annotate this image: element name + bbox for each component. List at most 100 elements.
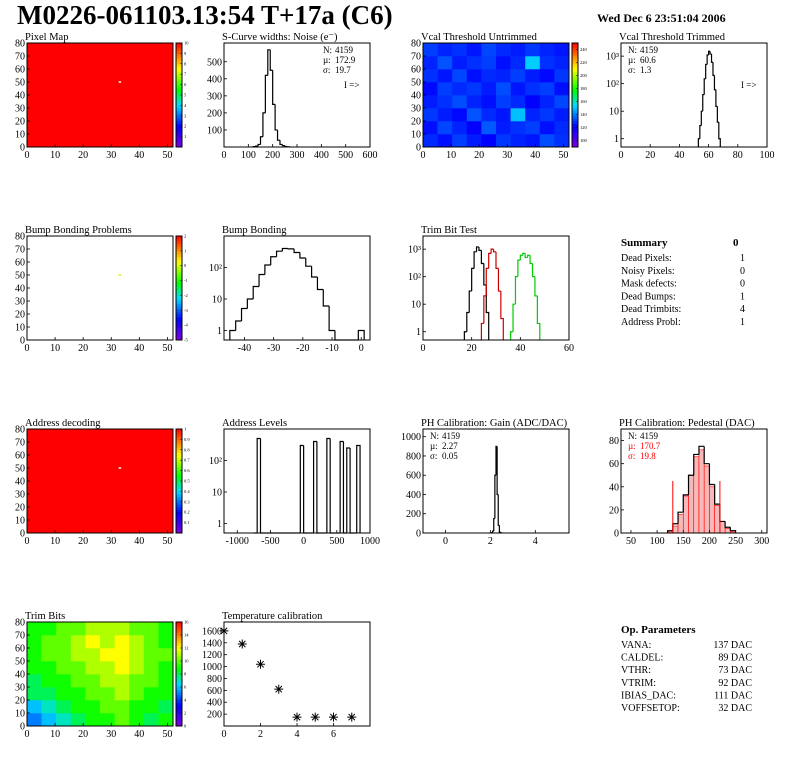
colorbar-label: 160 [580, 99, 588, 104]
y-tick-label: 0 [416, 143, 421, 154]
x-tick-label: 100 [760, 150, 775, 161]
heatmap-cell [466, 82, 482, 96]
hist-step [478, 246, 482, 251]
heatmap-cell [41, 622, 57, 636]
y-tick-label: 60 [609, 459, 619, 470]
colorbar-strip [572, 48, 578, 52]
y-tick-label: 60 [411, 65, 421, 76]
heatmap-cell [70, 713, 86, 727]
hist-step [519, 254, 523, 261]
colorbar-label: 14 [184, 633, 189, 638]
heatmap-cell [554, 56, 570, 70]
y-tick-label: 10 [212, 295, 222, 306]
heatmap-cell [496, 43, 511, 57]
hist-fill [703, 465, 710, 534]
colorbar-strip [572, 56, 578, 59]
x-tick-label: 20 [78, 150, 88, 161]
colorbar-strip [176, 491, 182, 495]
y-tick-label: 1200 [202, 650, 222, 661]
x-tick-label: 0 [301, 536, 306, 547]
hist-fill [688, 474, 695, 534]
heatmap-cell [466, 43, 482, 57]
colorbar-strip [572, 110, 578, 114]
hist-step [259, 136, 263, 145]
heatmap-cell [85, 661, 101, 675]
summary-label: Dead Bumps: [621, 291, 676, 302]
colorbar-strip [572, 89, 578, 93]
heatmap-cell [129, 648, 145, 662]
colorbar-label: 0.5 [184, 479, 190, 484]
x-tick-label: 60 [564, 343, 574, 354]
colorbar-label: 0.3 [184, 499, 190, 504]
summary-label: Noisy Pixels: [621, 266, 675, 277]
hist-step [466, 311, 470, 332]
y-tick-label: 300 [207, 91, 222, 102]
colorbar-label: 9 [184, 51, 187, 56]
colorbar-strip [176, 687, 182, 690]
colorbar-strip [176, 79, 182, 83]
heatmap-cell [437, 95, 453, 109]
x-tick-label: 0 [25, 536, 30, 547]
colorbar-strip [176, 684, 182, 688]
param-label: CALDEL: [621, 653, 663, 664]
colorbar-strip [572, 82, 578, 85]
hist-fill [709, 486, 715, 534]
stats-box [427, 430, 473, 463]
hist-step [495, 251, 499, 269]
y-tick-label: 1400 [202, 638, 222, 649]
colorbar-strip [572, 134, 578, 137]
colorbar-strip [572, 45, 578, 49]
stats-label: µ: [430, 441, 438, 451]
heatmap-cell [129, 700, 145, 714]
hist-step [463, 331, 467, 340]
y-tick-label: 50 [15, 464, 25, 475]
heatmap-cell [510, 121, 526, 135]
colorbar-strip [176, 251, 182, 255]
colorbar-strip [176, 334, 182, 338]
stats-value: 19.8 [640, 451, 656, 461]
colorbar-strip [176, 58, 182, 62]
heatmap-cell [452, 108, 468, 122]
y-tick-label: 1000 [202, 662, 222, 673]
heatmap-cell [143, 700, 159, 714]
colorbar-label: 10 [184, 41, 189, 46]
x-tick-label: 20 [78, 536, 88, 547]
colorbar-label: 6 [184, 685, 187, 690]
colorbar-strip [572, 105, 578, 109]
y-tick-label: 0 [614, 529, 619, 540]
colorbar-strip [176, 517, 182, 521]
hist-step [529, 255, 533, 265]
stats-box [625, 44, 671, 77]
x-tick-label: 0 [25, 150, 30, 161]
colorbar-strip [572, 58, 578, 62]
heatmap-cell [437, 108, 453, 122]
colorbar-strip [176, 126, 182, 130]
hist-step [293, 248, 300, 254]
hist-step [229, 329, 236, 340]
stats-value: 0.05 [442, 451, 458, 461]
summary-count: 0 [740, 266, 745, 277]
colorbar-strip [176, 431, 182, 435]
star-marker [256, 659, 265, 669]
hist-step [262, 112, 266, 137]
colorbar-strip [176, 327, 182, 330]
panel-title: Pixel Map [25, 32, 68, 43]
heatmap-cell [85, 674, 101, 688]
colorbar-strip [572, 71, 578, 75]
stats-label: µ: [323, 55, 331, 65]
colorbar-frame [571, 42, 579, 148]
stats-value: 4159 [442, 431, 461, 441]
hist-step [240, 307, 248, 322]
heatmap-cell [70, 622, 86, 636]
heatmap-cell [143, 622, 159, 636]
colorbar-strip [572, 126, 578, 130]
colorbar-label: 0.4 [184, 489, 190, 494]
heatmap-cell [525, 108, 541, 122]
x-tick-label: 4 [533, 536, 538, 547]
colorbar-strip [572, 97, 578, 101]
x-tick-label: 1000 [360, 536, 380, 547]
colorbar-strip [176, 241, 182, 245]
colorbar-label: 0.6 [184, 468, 190, 473]
heatmap-cell [100, 713, 115, 727]
stats-value: 1.3 [640, 65, 652, 75]
